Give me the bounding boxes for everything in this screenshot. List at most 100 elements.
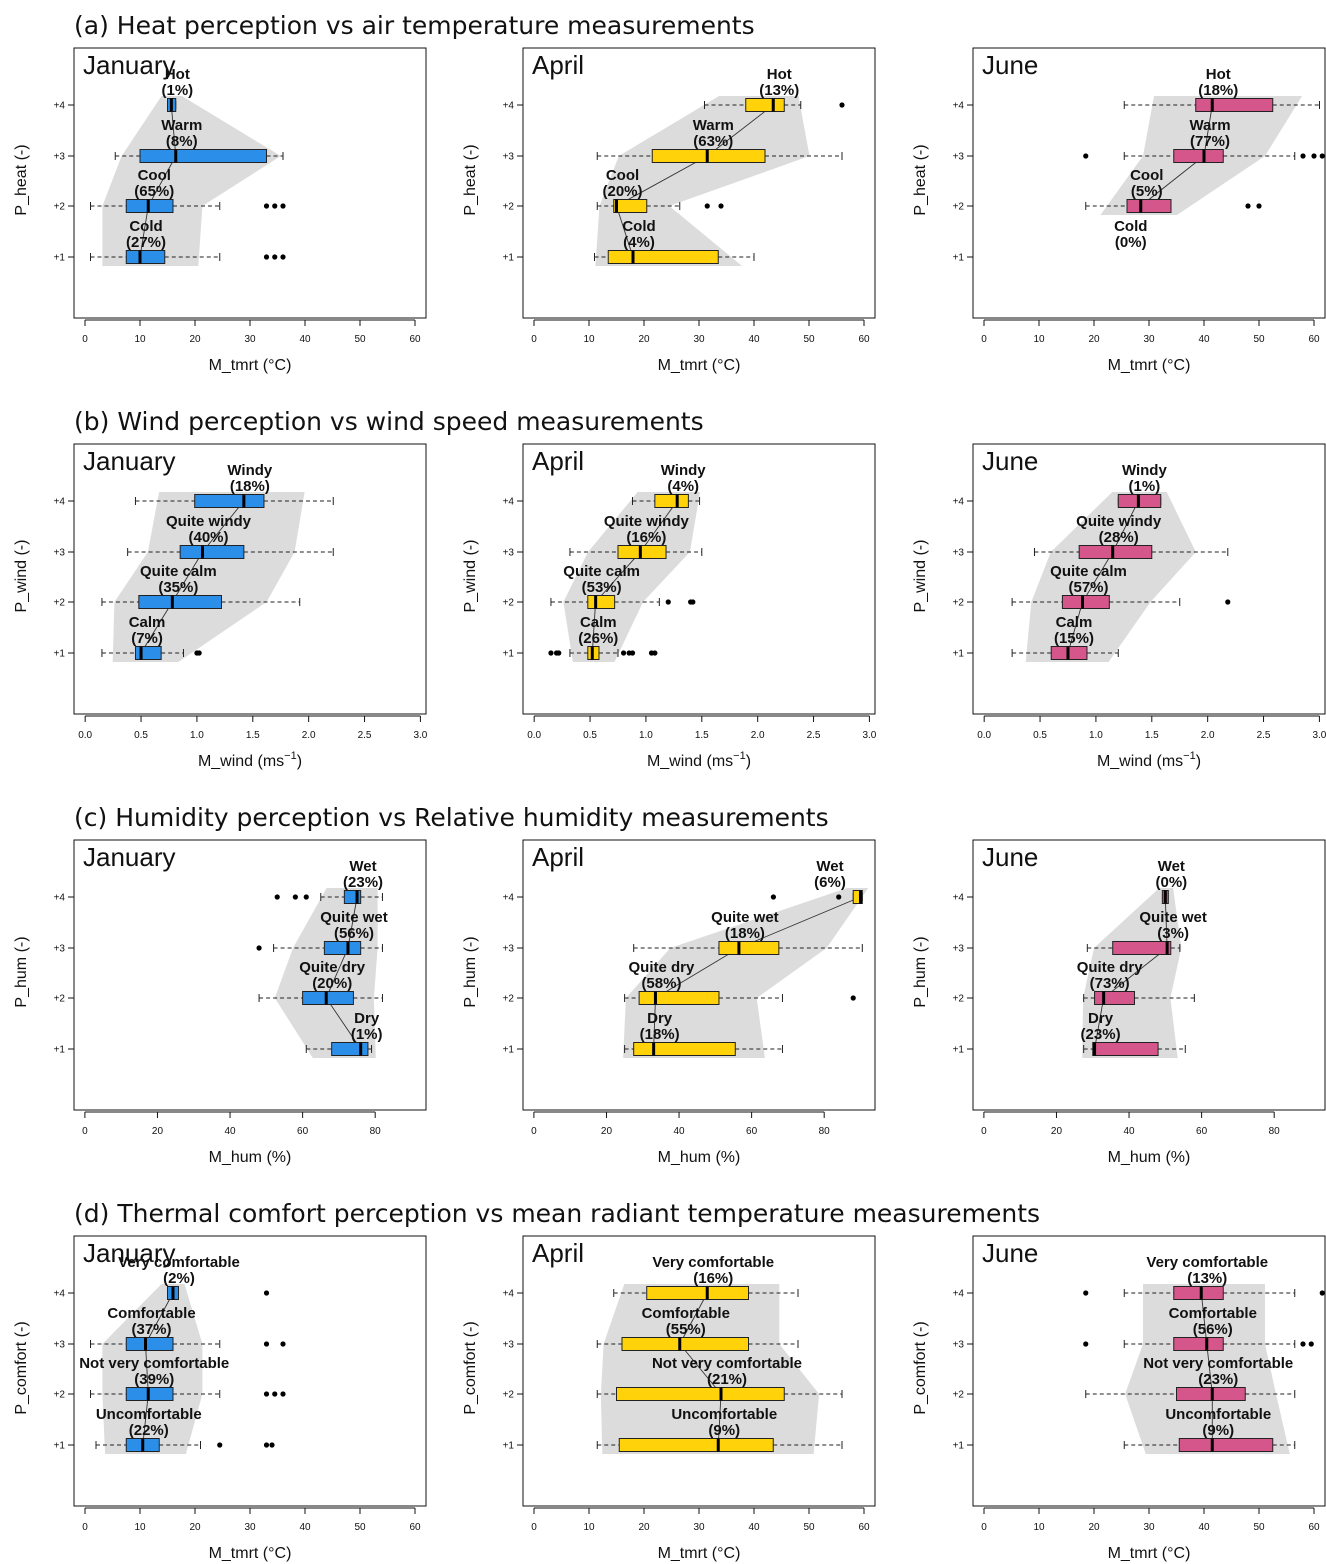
panel-april: Calm(26%)Quite calm(53%)Quite windy(16%)…: [462, 443, 877, 770]
y-tick-label: +2: [953, 598, 965, 609]
x-tick-label: 2.5: [807, 730, 821, 741]
box-level-1: Uncomfortable(22%): [95, 1406, 275, 1452]
category-label: Not very comfortable: [1143, 1355, 1293, 1372]
box-level-4: Hot(1%): [162, 66, 193, 112]
box-body: [638, 991, 720, 1005]
box-level-2: Cool(20%): [596, 167, 724, 213]
category-label: Wet: [816, 858, 843, 875]
x-tick-label: 1.5: [695, 730, 709, 741]
median-line: [142, 1292, 174, 1446]
x-tick-label: 10: [583, 334, 595, 345]
x-tick-label: 30: [244, 1522, 256, 1533]
y-tick-label: +1: [503, 1045, 515, 1056]
x-tick-label: 1.0: [639, 730, 653, 741]
percent-label: (28%): [1099, 529, 1139, 546]
percent-label: (9%): [1202, 1422, 1234, 1439]
x-tick-label: 0: [82, 1126, 88, 1137]
plot-frame: [73, 47, 427, 319]
x-axis-label-text: M_tmrt (°C): [658, 1545, 741, 1562]
x-tick-label: 0: [981, 1126, 987, 1137]
y-tick-label: +1: [54, 1045, 66, 1056]
outlier-point: [263, 254, 270, 260]
y-tick-label: +3: [953, 944, 965, 955]
box-level-3: Comfortable(37%): [90, 1305, 286, 1351]
month-label: April: [532, 446, 584, 476]
box-body: [587, 595, 616, 609]
category-label: Uncomfortable: [96, 1406, 202, 1423]
category-label: Quite calm: [563, 563, 640, 580]
y-tick-label: +3: [54, 548, 66, 559]
y-tick-label: +4: [54, 101, 66, 112]
category-label: Quite wet: [320, 909, 388, 926]
outlier-point: [1083, 1290, 1089, 1296]
percent-label: (0%): [1155, 874, 1187, 891]
outlier-point: [1256, 203, 1262, 209]
percent-label: (35%): [158, 579, 198, 596]
box-level-1: Calm(7%): [101, 614, 202, 660]
x-tick-label: 50: [1253, 1522, 1265, 1533]
plot-frame: [522, 47, 876, 319]
box-body: [1178, 1438, 1274, 1452]
x-tick-label: 60: [1196, 1126, 1208, 1137]
category-label: Cold: [1114, 218, 1147, 235]
percent-label: (13%): [759, 82, 799, 99]
y-tick-label: +3: [503, 1340, 515, 1351]
box-body: [179, 545, 245, 559]
box-level-4: Windy(18%): [134, 462, 334, 508]
outlier-point: [280, 254, 286, 260]
box-body: [633, 1042, 736, 1056]
y-tick-label: +3: [503, 548, 515, 559]
outlier-point: [1319, 153, 1325, 159]
box-level-4: Wet(6%): [770, 858, 863, 904]
x-tick-label: 20: [152, 1126, 164, 1137]
x-axis-label-text: M_wind (ms: [1097, 753, 1183, 770]
y-tick-label: +4: [503, 1289, 515, 1300]
x-tick-label: 40: [673, 1126, 685, 1137]
box-body: [125, 250, 166, 264]
y-axis-label: P_wind (-): [912, 540, 929, 613]
confidence-band: [1125, 1284, 1290, 1454]
box-level-1: Dry(1%): [305, 1010, 383, 1056]
outlier-point: [620, 650, 627, 656]
percent-label: (23%): [1198, 1371, 1238, 1388]
x-tick-label: 80: [819, 1126, 831, 1137]
outlier-point: [256, 945, 262, 951]
percent-label: (23%): [1081, 1026, 1121, 1043]
x-tick-label: 60: [409, 334, 421, 345]
category-label: Very comfortable: [652, 1254, 774, 1271]
category-label: Wet: [349, 858, 376, 875]
panel-january: Calm(7%)Quite calm(35%)Quite windy(40%)W…: [13, 443, 428, 770]
box-level-3: Warm(8%): [114, 117, 284, 163]
x-tick-label: 80: [370, 1126, 382, 1137]
confidence-band: [112, 492, 305, 662]
percent-label: (23%): [343, 874, 383, 891]
outlier-point: [263, 1391, 270, 1397]
panel-june: Calm(15%)Quite calm(57%)Quite windy(28%)…: [912, 443, 1326, 770]
panel-june: Cold(0%)Cool(5%)Warm(77%)Hot(18%)June+1+…: [912, 47, 1326, 374]
percent-label: (27%): [126, 234, 166, 251]
x-axis-label: M_hum (%): [658, 1149, 741, 1166]
percent-label: (53%): [582, 579, 622, 596]
x-tick-label: 40: [1198, 334, 1210, 345]
x-tick-label: 2.5: [1257, 730, 1271, 741]
x-tick-label: 40: [299, 334, 311, 345]
x-axis-label-text: M_hum (%): [209, 1149, 292, 1166]
box-level-1: Calm(26%): [548, 614, 658, 660]
percent-label: (20%): [312, 975, 352, 992]
y-tick-label: +1: [503, 1441, 515, 1452]
median-line: [325, 896, 362, 1050]
percent-label: (2%): [163, 1270, 195, 1287]
box-body: [1094, 991, 1135, 1005]
y-tick-label: +3: [503, 152, 515, 163]
y-tick-label: +4: [54, 1289, 66, 1300]
percent-label: (21%): [707, 1371, 747, 1388]
category-label: Windy: [227, 462, 273, 479]
x-tick-label: 20: [601, 1126, 613, 1137]
outlier-point: [269, 1442, 275, 1448]
box-body: [616, 1387, 785, 1401]
x-tick-label: 40: [224, 1126, 236, 1137]
panel-april: Dry(18%)Quite dry(58%)Quite wet(18%)Wet(…: [462, 839, 876, 1166]
box-body: [1061, 595, 1110, 609]
panel-april: Uncomfortable(9%) Not very comfortable(21…: [462, 1235, 876, 1562]
x-axis-label: M_tmrt (°C): [209, 357, 292, 374]
